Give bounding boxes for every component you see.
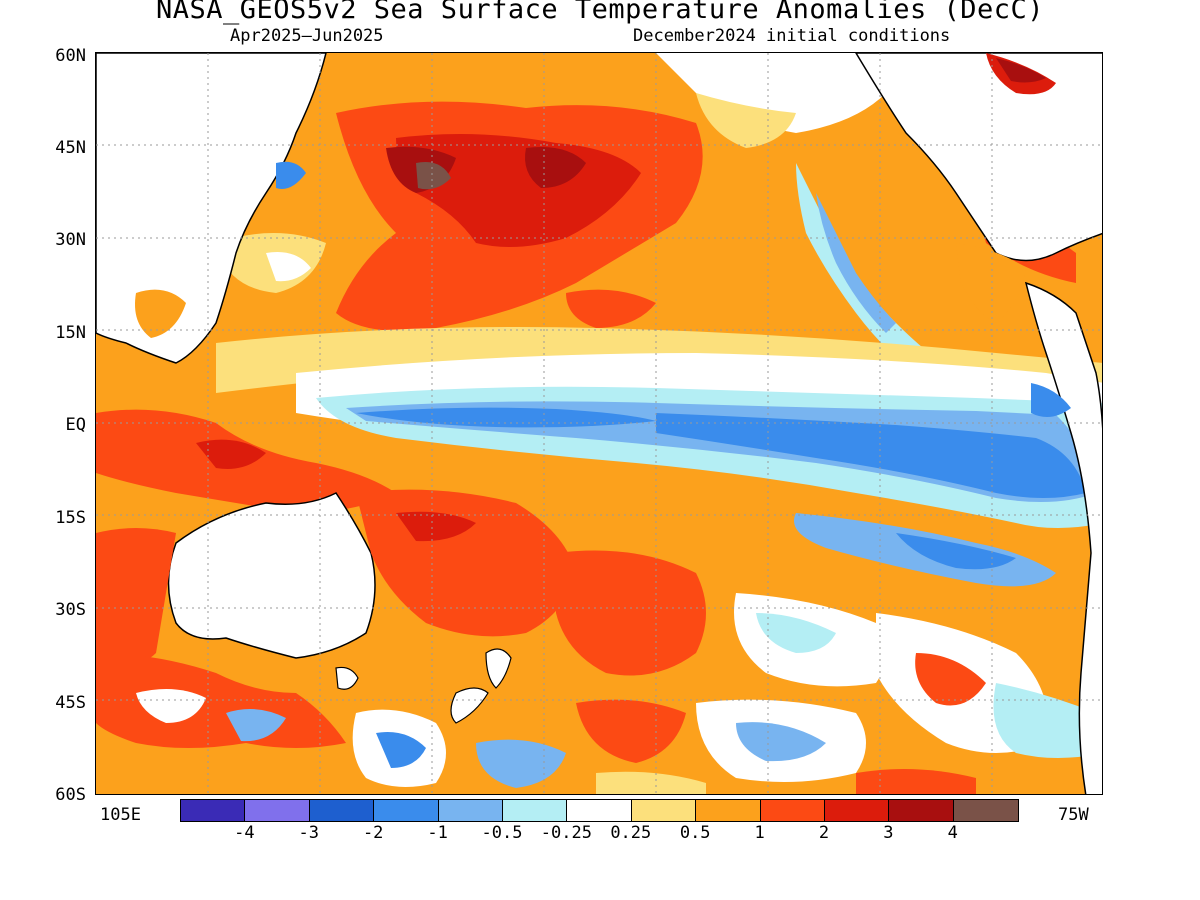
legend-tick-label: -1 — [427, 823, 448, 843]
legend-swatch — [953, 800, 1019, 821]
lon-label-east: 75W — [1058, 805, 1089, 825]
lat-label-30s: 30S — [55, 600, 86, 620]
legend-swatch — [245, 800, 310, 821]
south-pacific-pattern — [96, 489, 1102, 794]
map-title: NASA_GEOS5v2 Sea Surface Temperature Ano… — [155, 0, 1045, 25]
legend-tick-label: -4 — [234, 823, 255, 843]
legend-swatch — [309, 800, 375, 821]
legend-tick-label: 4 — [947, 823, 958, 843]
australia-land — [167, 492, 376, 690]
legend-tick-label: 0.25 — [610, 823, 652, 843]
sst-anomaly-field — [96, 53, 1102, 794]
legend-swatch — [631, 800, 697, 821]
forecast-period: Apr2025–Jun2025 — [230, 26, 384, 46]
legend-swatch — [181, 800, 246, 821]
graticule — [96, 53, 1102, 794]
asia-land — [96, 53, 327, 364]
legend-swatch — [696, 800, 761, 821]
legend-swatch — [502, 800, 568, 821]
lat-label-eq: EQ — [65, 415, 86, 435]
lat-label-45n: 45N — [55, 138, 86, 158]
legend-swatch — [760, 800, 825, 821]
americas-land — [855, 53, 1102, 794]
lat-label-60s: 60S — [55, 785, 86, 805]
lon-label-west: 105E — [100, 805, 141, 825]
legend-swatch — [824, 800, 890, 821]
legend-swatch — [567, 800, 632, 821]
initial-conditions: December2024 initial conditions — [633, 26, 951, 46]
sst-anomaly-map — [95, 52, 1103, 795]
legend-tick-label: 2 — [818, 823, 830, 843]
legend-tick-label: -2 — [362, 823, 384, 843]
lat-label-45s: 45S — [55, 693, 86, 713]
color-legend — [180, 799, 1020, 822]
lat-label-15n: 15N — [55, 323, 86, 343]
legend-swatch — [374, 800, 439, 821]
legend-swatch — [889, 800, 954, 821]
equatorial-cold-tongue — [216, 327, 1102, 587]
legend-tick-label: -0.25 — [540, 823, 592, 843]
lat-label-30n: 30N — [55, 230, 86, 250]
north-pacific-warm-region — [336, 101, 703, 331]
western-pacific-warm-pool — [96, 409, 396, 513]
lat-label-15s: 15S — [55, 508, 86, 528]
new-zealand-land — [450, 648, 512, 724]
legend-tick-label: -3 — [298, 823, 320, 843]
legend-swatch — [438, 800, 503, 821]
legend-tick-label: 0.5 — [679, 823, 711, 843]
legend-tick-label: 1 — [754, 823, 765, 843]
legend-tick-label: -0.5 — [481, 823, 523, 843]
lat-label-60n: 60N — [55, 46, 86, 66]
legend-tick-label: 3 — [883, 823, 894, 843]
